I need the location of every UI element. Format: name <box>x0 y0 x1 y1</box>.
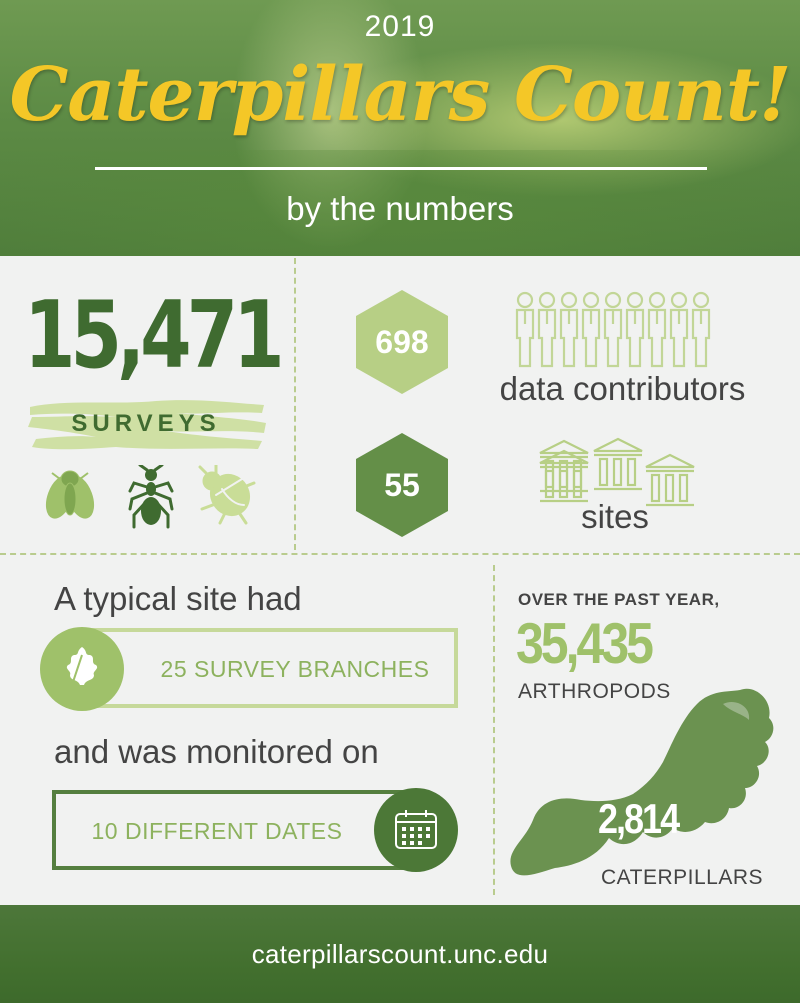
oak-leaf-icon <box>66 647 98 692</box>
contributors-hexagon: 698 <box>356 290 448 394</box>
page-title: Caterpillars Count! <box>9 52 791 138</box>
ant-icon <box>128 465 174 529</box>
header-banner: 2019 Caterpillars Count! by the numbers <box>0 0 800 256</box>
footer-banner: caterpillarscount.unc.edu <box>0 905 800 1003</box>
typical-site-intro: A typical site had <box>54 580 302 617</box>
people-icon <box>515 291 711 368</box>
footer-url-link[interactable]: caterpillarscount.unc.edu <box>251 938 549 969</box>
title-divider <box>95 167 707 170</box>
page-subtitle: by the numbers <box>286 190 514 227</box>
dates-value: 10 DIFFERENT DATES <box>91 818 343 844</box>
surveys-label: SURVEYS <box>71 410 221 437</box>
contributors-label: data contributors <box>499 370 746 407</box>
sites-label: sites <box>581 498 649 535</box>
branches-box <box>80 628 458 708</box>
dashed-divider-vertical-top <box>294 258 296 550</box>
branches-value: 25 SURVEY BRANCHES <box>160 656 430 682</box>
building-icon <box>538 437 696 507</box>
arthropods-count: 35,435 <box>516 611 654 676</box>
dashed-divider-vertical-bottom <box>493 565 495 895</box>
brush-stroke-background <box>28 400 266 450</box>
surveys-count: 15,471 <box>24 282 285 390</box>
caterpillars-count: 2,814 <box>598 795 680 843</box>
period-label: OVER THE PAST YEAR, <box>518 590 720 609</box>
fly-icon <box>45 470 95 519</box>
caterpillar-icon <box>510 688 774 876</box>
caterpillars-label: CATERPILLARS <box>601 866 763 889</box>
year-label: 2019 <box>364 10 436 43</box>
arthropods-label: ARTHROPODS <box>518 680 671 703</box>
monitored-text: and was monitored on <box>54 733 379 770</box>
leaf-badge <box>40 627 124 711</box>
dashed-divider-horizontal <box>0 553 800 555</box>
beetle-icon <box>198 465 256 525</box>
calendar-badge <box>374 788 458 872</box>
calendar-icon <box>395 810 437 849</box>
sites-hexagon: 55 <box>356 433 448 537</box>
